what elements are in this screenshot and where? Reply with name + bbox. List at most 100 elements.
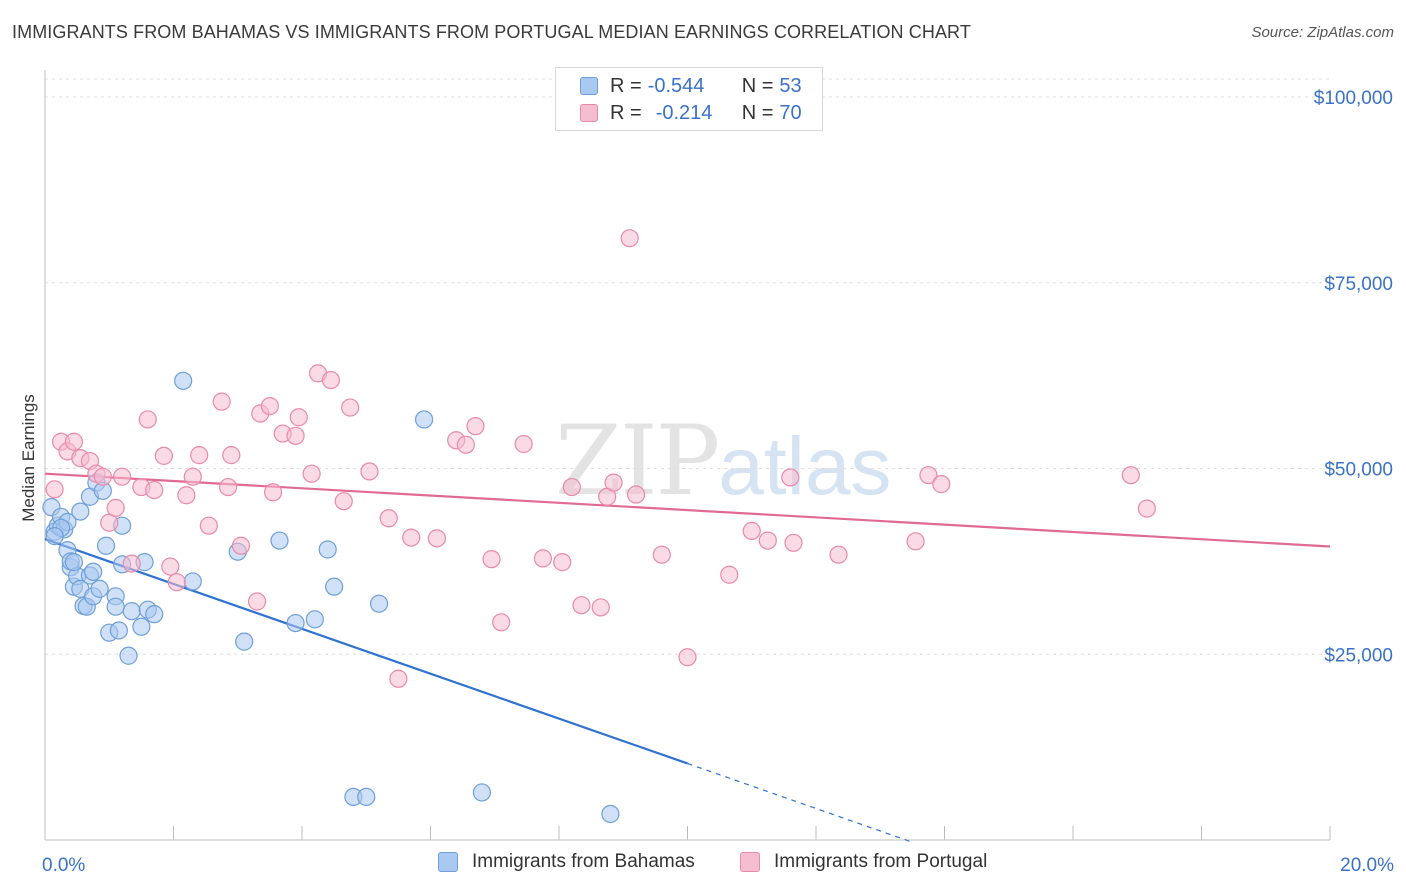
point-portugal — [93, 467, 112, 486]
y-tick-label: $25,000 — [1324, 645, 1393, 666]
y-tick-label: $75,000 — [1324, 274, 1393, 295]
point-portugal — [379, 509, 398, 528]
legend-n-label: N = — [741, 101, 774, 124]
tick-labels: $25,000 $50,000 $75,000 $100,000 0.0% 20.0% — [42, 88, 1394, 876]
point-portugal — [919, 466, 938, 485]
trend-lines — [44, 472, 1331, 843]
point-portugal — [562, 477, 581, 497]
point-portugal — [533, 549, 553, 568]
legend-item-portugal[interactable]: Immigrants from Portugal — [740, 851, 987, 873]
point-bahamas — [64, 553, 84, 572]
point-bahamas — [286, 613, 305, 633]
trend-line-portugal — [44, 472, 1331, 548]
point-portugal — [302, 464, 321, 483]
point-bahamas — [71, 502, 90, 521]
point-bahamas — [472, 783, 491, 802]
point-bahamas — [119, 646, 138, 665]
watermark-atlas: atlas — [718, 421, 892, 512]
y-tick-label: $50,000 — [1324, 460, 1393, 481]
correlation-legend: R = -0.544 N = 53 R = -0.214 N = 70 — [555, 67, 823, 131]
point-bahamas — [270, 531, 289, 550]
axes — [44, 70, 1331, 841]
point-portugal — [466, 417, 485, 436]
point-portugal — [678, 648, 697, 667]
point-portugal — [260, 396, 279, 416]
point-portugal — [219, 477, 238, 497]
legend-r-value: -0.214 — [655, 101, 713, 124]
legend-n-label: N = — [741, 74, 774, 97]
point-portugal — [906, 532, 925, 551]
point-portugal — [341, 398, 360, 417]
point-portugal — [720, 565, 739, 584]
point-portugal — [167, 573, 186, 592]
point-portugal — [482, 550, 501, 569]
y-axis-label: Median Earnings — [19, 394, 38, 522]
point-bahamas — [84, 562, 103, 581]
legend-row-portugal: R = -0.214 N = 70 — [580, 100, 802, 126]
gridlines — [45, 78, 1330, 655]
point-bahamas — [96, 536, 116, 555]
point-portugal — [138, 410, 157, 429]
x-tick-label: 20.0% — [1340, 855, 1394, 876]
point-portugal — [64, 432, 84, 451]
point-portugal — [932, 475, 951, 494]
point-portugal — [514, 434, 533, 454]
point-bahamas — [414, 410, 434, 429]
point-portugal — [620, 229, 639, 248]
point-portugal — [161, 557, 180, 576]
point-bahamas — [45, 527, 64, 546]
legend-r-value: -0.544 — [647, 74, 705, 97]
legend-swatch-bahamas — [438, 852, 458, 872]
series-legend: Immigrants from Bahamas Immigrants from … — [0, 851, 1406, 877]
point-portugal — [321, 370, 341, 390]
point-portugal — [626, 485, 646, 504]
point-portugal — [781, 468, 800, 487]
point-portugal — [177, 486, 196, 505]
point-portugal — [492, 613, 511, 632]
point-portugal — [572, 596, 591, 615]
point-portugal — [199, 516, 218, 535]
legend-swatch-portugal — [580, 104, 598, 122]
point-portugal — [190, 446, 209, 465]
point-portugal — [360, 462, 379, 481]
trend-line-extension — [687, 762, 913, 843]
data-points — [42, 229, 1156, 824]
legend-row-bahamas: R = -0.544 N = 53 — [580, 73, 802, 99]
legend-swatch-portugal — [740, 852, 760, 872]
point-portugal — [742, 521, 761, 541]
point-portugal — [604, 473, 623, 492]
point-bahamas — [183, 572, 202, 591]
point-portugal — [591, 598, 610, 617]
legend-r-label: R = — [610, 101, 642, 124]
point-portugal — [112, 467, 132, 486]
legend-item-bahamas[interactable]: Immigrants from Bahamas — [438, 851, 695, 873]
legend-n-value: 70 — [779, 101, 802, 124]
point-bahamas — [90, 579, 109, 598]
trend-line-bahamas — [44, 538, 688, 765]
x-tick-label: 0.0% — [42, 855, 85, 876]
point-portugal — [247, 592, 267, 611]
point-bahamas — [305, 610, 324, 629]
point-bahamas — [174, 371, 193, 390]
point-portugal — [183, 467, 202, 486]
point-portugal — [145, 480, 164, 500]
legend-r-label: R = — [610, 74, 642, 97]
point-portugal — [263, 483, 283, 502]
point-portugal — [758, 531, 777, 550]
point-portugal — [652, 545, 671, 564]
point-portugal — [231, 536, 251, 555]
point-bahamas — [122, 602, 141, 621]
point-bahamas — [601, 804, 620, 824]
point-portugal — [456, 435, 475, 454]
point-portugal — [106, 498, 125, 517]
point-bahamas — [318, 540, 337, 559]
point-bahamas — [235, 632, 254, 651]
point-bahamas — [357, 787, 376, 807]
point-portugal — [154, 446, 173, 465]
point-portugal — [122, 554, 141, 573]
point-bahamas — [145, 605, 164, 624]
point-bahamas — [132, 617, 151, 636]
y-tick-label: $100,000 — [1314, 88, 1393, 109]
source-label: Source: ZipAtlas.com — [1251, 24, 1394, 41]
